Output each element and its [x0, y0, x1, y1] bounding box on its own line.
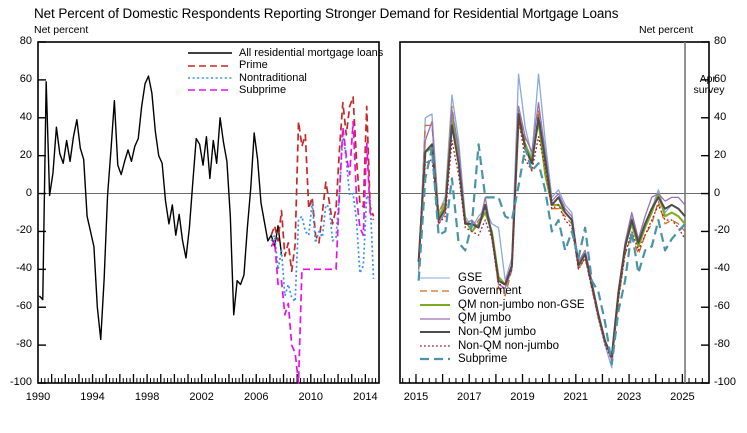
x-axis-tick-label: 2006 — [243, 391, 269, 403]
legend-color-swatch — [420, 353, 450, 365]
legend-item: All residential mortgage loans — [188, 47, 383, 59]
y-axis-tick-label: 0 — [25, 186, 32, 199]
legend-label: Non-QM jumbo — [458, 325, 536, 338]
y-axis-tick-label: -20 — [16, 224, 32, 237]
y-axis-tick-label: -60 — [714, 300, 730, 313]
legend-item: GSE — [420, 271, 585, 285]
y-axis-tick-label: -60 — [16, 300, 32, 313]
y-axis-tick-label: 40 — [714, 110, 727, 123]
legend-item: Non-QM jumbo — [420, 325, 585, 339]
legend-color-swatch — [420, 272, 450, 284]
y-axis-tick-label: -100 — [714, 376, 737, 388]
y-axis-tick-label: -80 — [16, 338, 32, 351]
x-axis-tick-label: 2025 — [670, 391, 695, 403]
y-axis-tick-label: 40 — [19, 110, 32, 123]
legend-item: QM non-jumbo non-GSE — [420, 298, 585, 312]
legend-color-swatch — [420, 326, 450, 338]
legend-color-swatch — [420, 285, 450, 297]
legend-item: Subprime — [188, 84, 383, 96]
legend-color-swatch — [188, 84, 232, 96]
series-line — [417, 143, 686, 366]
series-line — [270, 132, 375, 303]
y-axis-tick-label: -40 — [16, 262, 32, 275]
legend-label: Government — [458, 285, 522, 298]
x-axis-tick-label: 2019 — [510, 391, 535, 403]
right-axis-unit-label: Net percent — [639, 24, 694, 36]
y-axis-tick-label: -100 — [9, 376, 32, 388]
legend-color-swatch — [420, 313, 450, 325]
x-axis-tick-label: 1998 — [134, 391, 160, 403]
legend-item: Non-QM non-jumbo — [420, 339, 585, 353]
x-axis-tick-label: 2010 — [298, 391, 324, 403]
legend-label: All residential mortgage loans — [239, 47, 384, 59]
y-axis-tick-label: 80 — [714, 35, 727, 47]
legend-item: Government — [420, 285, 585, 299]
legend-color-swatch — [420, 340, 450, 352]
series-line — [38, 75, 283, 341]
legend-item: Prime — [188, 59, 383, 71]
x-axis-tick-label: 2002 — [189, 391, 214, 403]
left-axis-unit-label: Net percent — [34, 24, 89, 36]
y-axis-tick-label: 60 — [19, 72, 32, 85]
legend-label: QM jumbo — [458, 312, 512, 325]
series-line — [417, 112, 686, 358]
legend-item: Subprime — [420, 353, 585, 367]
legend-color-swatch — [188, 72, 232, 84]
legend-color-swatch — [188, 47, 232, 59]
legend-left-panel: All residential mortgage loans Prime Nontr… — [188, 47, 383, 97]
legend-right-panel: GSE Government QM non-jumbo non-GSE QM jumb… — [420, 271, 585, 366]
x-axis-tick-label: 2015 — [403, 391, 429, 403]
y-axis-tick-label: 20 — [714, 148, 727, 161]
series-line — [270, 120, 375, 384]
legend-label: Subprime — [458, 353, 508, 366]
y-axis-tick-label: 80 — [19, 35, 32, 47]
y-axis-tick-label: -80 — [714, 338, 730, 351]
x-axis-tick-label: 2023 — [616, 391, 642, 403]
y-axis-tick-label: 0 — [714, 186, 721, 199]
x-axis-tick-label: 2014 — [353, 391, 378, 403]
x-axis-tick-label: 2017 — [457, 391, 482, 403]
y-axis-tick-label: -20 — [714, 224, 730, 237]
annotation-line-1: Apr. — [699, 73, 719, 85]
legend-item: Nontraditional — [188, 72, 383, 84]
legend-item: QM jumbo — [420, 312, 585, 326]
legend-label: GSE — [458, 271, 483, 284]
page-title: Net Percent of Domestic Respondents Repo… — [34, 6, 619, 21]
legend-label: Non-QM non-jumbo — [458, 339, 559, 352]
y-axis-tick-label: 20 — [19, 148, 32, 161]
legend-color-swatch — [188, 60, 232, 72]
legend-label: Subprime — [239, 84, 287, 97]
legend-label: QM non-jumbo non-GSE — [458, 298, 585, 311]
x-axis-tick-label: 1990 — [25, 391, 51, 403]
legend-color-swatch — [420, 299, 450, 311]
legend-label: Nontraditional — [239, 71, 307, 84]
series-line — [270, 96, 375, 273]
x-axis-tick-label: 1994 — [80, 391, 105, 403]
annotation-line-2: survey — [693, 84, 725, 96]
series-line — [418, 117, 686, 361]
y-axis-tick-label: -40 — [714, 262, 730, 275]
apr-survey-annotation: Apr. survey — [688, 74, 730, 96]
y-axis-tick-label: 60 — [714, 72, 727, 85]
legend-label: Prime — [239, 59, 268, 72]
x-axis-tick-label: 2021 — [563, 391, 589, 403]
